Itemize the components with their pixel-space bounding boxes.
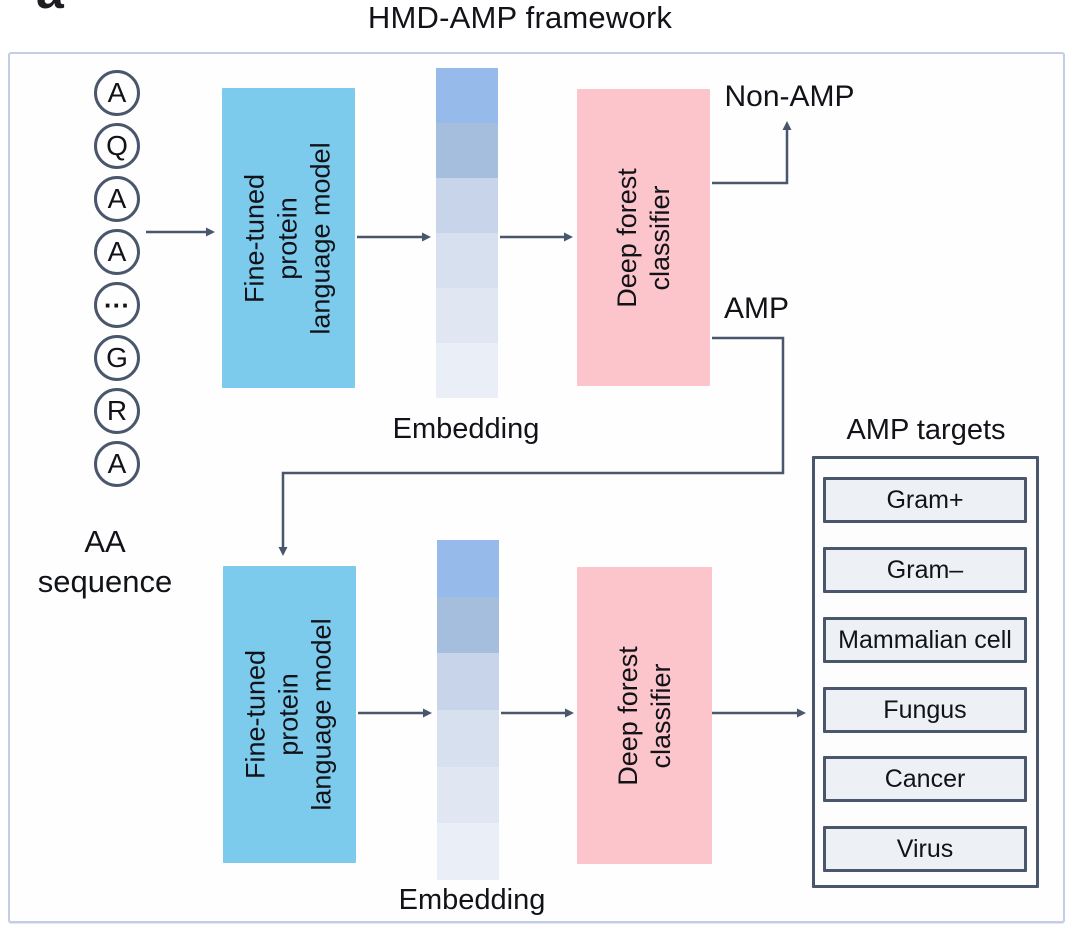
embedding-cell bbox=[437, 653, 499, 711]
residue-label: A bbox=[107, 183, 127, 214]
amp-label: AMP bbox=[723, 292, 789, 325]
classifier-box-bottom-label: Deep forest classifier bbox=[612, 645, 676, 786]
embedding-column-bottom bbox=[437, 540, 499, 881]
plm-box-bottom-label: Fine-tuned protein language model bbox=[241, 618, 337, 811]
plm-box-top: Fine-tuned protein language model bbox=[222, 88, 355, 388]
embedding-cell bbox=[437, 540, 499, 597]
residue-label: G bbox=[106, 342, 128, 373]
embedding-cell bbox=[437, 596, 499, 654]
embedding-cell bbox=[436, 233, 498, 288]
non-amp-label: Non-AMP bbox=[724, 80, 855, 113]
embedding-cell bbox=[436, 178, 498, 233]
residue-circle: A bbox=[94, 441, 140, 487]
target-item-gram-positive: Gram+ bbox=[823, 477, 1027, 523]
amp-targets-title: AMP targets bbox=[846, 414, 1006, 446]
residue-label: A bbox=[107, 77, 127, 108]
aa-sequence-label: AA sequence bbox=[37, 524, 173, 599]
embedding-cell bbox=[436, 288, 498, 343]
target-item-fungus: Fungus bbox=[823, 687, 1027, 733]
residue-circle: G bbox=[94, 335, 140, 381]
diagram-title: HMD-AMP framework bbox=[367, 0, 673, 35]
amp-targets-panel bbox=[812, 456, 1039, 888]
embedding-cell bbox=[437, 766, 499, 824]
embedding-cell bbox=[436, 68, 498, 123]
residue-label: A bbox=[107, 448, 127, 479]
residue-circle-ellipsis: ··· bbox=[94, 282, 140, 328]
embedding-cell bbox=[436, 343, 498, 398]
embedding-cell bbox=[436, 123, 498, 178]
residue-label: R bbox=[106, 395, 128, 426]
residue-circle: A bbox=[94, 176, 140, 222]
embedding-cell bbox=[437, 710, 499, 767]
target-item-gram-negative: Gram– bbox=[823, 547, 1027, 593]
classifier-box-bottom: Deep forest classifier bbox=[577, 567, 712, 864]
residue-label: A bbox=[107, 236, 127, 267]
residue-label: Q bbox=[106, 130, 128, 161]
target-item-mammalian-cell: Mammalian cell bbox=[823, 617, 1027, 663]
residue-circle: A bbox=[94, 229, 140, 275]
residue-circle: Q bbox=[94, 123, 140, 169]
residue-circle: A bbox=[94, 70, 140, 116]
embedding-label-bottom: Embedding bbox=[398, 884, 546, 916]
embedding-label-top: Embedding bbox=[392, 413, 540, 445]
target-item-cancer: Cancer bbox=[823, 756, 1027, 802]
classifier-box-top: Deep forest classifier bbox=[577, 89, 710, 386]
plm-box-top-label: Fine-tuned protein language model bbox=[240, 141, 336, 335]
embedding-cell bbox=[437, 823, 499, 881]
target-item-virus: Virus bbox=[823, 826, 1027, 872]
embedding-column-top bbox=[436, 68, 498, 398]
figure-panel-label: a bbox=[34, 0, 82, 11]
plm-box-bottom: Fine-tuned protein language model bbox=[223, 566, 356, 863]
classifier-box-top-label: Deep forest classifier bbox=[611, 167, 675, 308]
residue-circle: R bbox=[94, 388, 140, 434]
ellipsis-label: ··· bbox=[104, 289, 130, 320]
